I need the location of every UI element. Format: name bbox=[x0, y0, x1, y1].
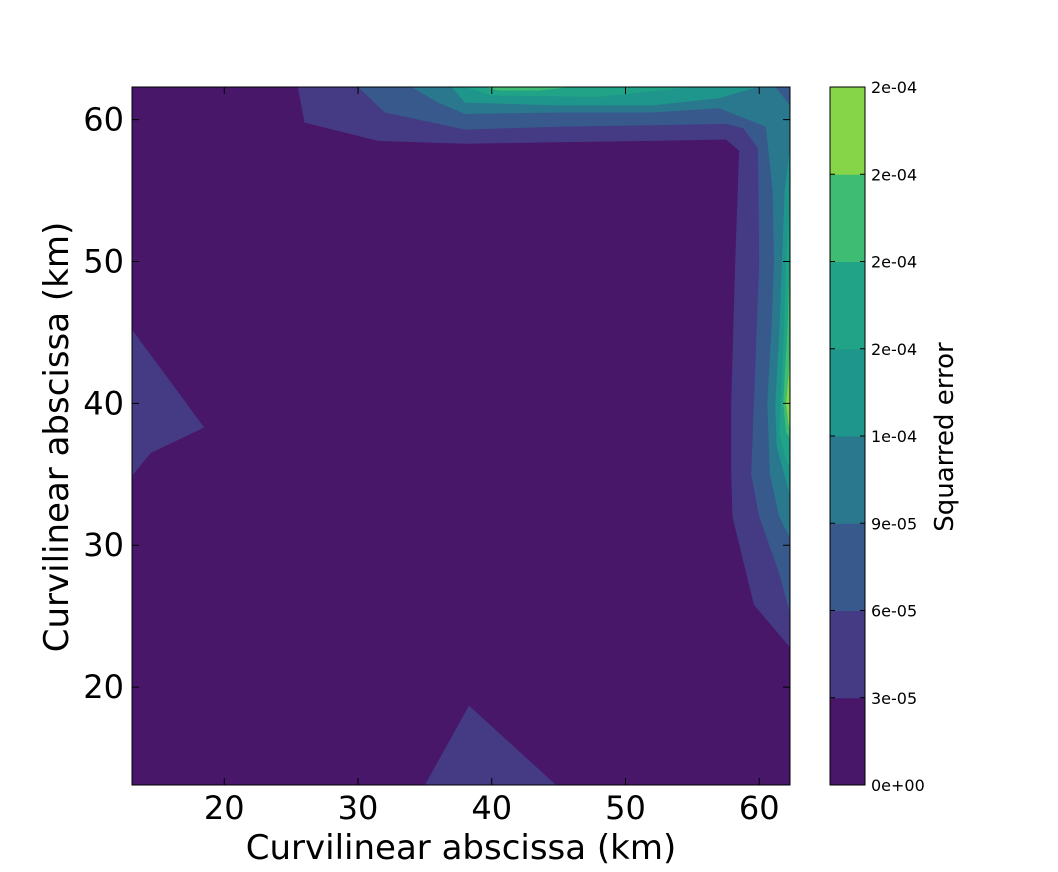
colorbar: 0e+00 3e-05 6e-05 9e-05 1e-04 2e-04 2e-04 2e-04… bbox=[829, 78, 960, 795]
y-tick-label: 50 bbox=[83, 243, 124, 281]
colorbar-tick-label: 1e-04 bbox=[871, 427, 917, 446]
contour-region-level-2 bbox=[775, 87, 790, 106]
colorbar-tick-label: 9e-05 bbox=[871, 514, 917, 533]
colorbar-ticks: 0e+00 3e-05 6e-05 9e-05 1e-04 2e-04 2e-04 2e-04… bbox=[830, 78, 925, 795]
contour-region-level-1 bbox=[297, 87, 790, 648]
x-tick-label: 30 bbox=[338, 789, 379, 827]
colorbar-tick-label: 0e+00 bbox=[871, 776, 925, 795]
colorbar-title: Squarred error bbox=[930, 342, 960, 532]
y-tick-label: 30 bbox=[83, 526, 124, 564]
colorbar-tick-label: 2e-04 bbox=[871, 340, 917, 359]
colorbar-band bbox=[830, 697, 865, 786]
x-tick-label: 40 bbox=[471, 789, 512, 827]
contour-region-level-1 bbox=[424, 705, 556, 785]
plot-frame bbox=[131, 86, 791, 786]
colorbar-tick-label: 3e-05 bbox=[871, 689, 917, 708]
contour-region-level-6 bbox=[485, 87, 572, 91]
contour-region-level-7 bbox=[786, 343, 790, 429]
y-tick-label: 40 bbox=[83, 384, 124, 422]
plot-background bbox=[132, 87, 790, 785]
colorbar-band bbox=[830, 610, 865, 699]
x-tick-label: 20 bbox=[204, 789, 245, 827]
colorbar-tick-label: 2e-04 bbox=[871, 78, 917, 97]
colorbar-band bbox=[830, 87, 865, 175]
y-axis-ticks: 20 30 40 50 60 bbox=[83, 101, 790, 706]
colorbar-tick-label: 2e-04 bbox=[871, 253, 917, 272]
y-tick-label: 20 bbox=[83, 668, 124, 706]
x-axis-title: Curvilinear abscissa (km) bbox=[246, 828, 677, 868]
colorbar-band bbox=[830, 261, 865, 350]
contour-plot: 20 30 40 50 60 20 30 40 50 60 bbox=[83, 86, 791, 827]
x-tick-label: 50 bbox=[605, 789, 646, 827]
colorbar-tick-label: 6e-05 bbox=[871, 602, 917, 621]
colorbar-band bbox=[830, 348, 865, 437]
colorbar-tick-label: 2e-04 bbox=[871, 165, 917, 184]
x-tick-label: 60 bbox=[739, 789, 780, 827]
x-axis-ticks: 20 30 40 50 60 bbox=[204, 87, 780, 827]
y-tick-label: 60 bbox=[83, 101, 124, 139]
colorbar-band bbox=[830, 436, 865, 524]
colorbar-band bbox=[830, 174, 865, 262]
y-axis-title: Curvilinear abscissa (km) bbox=[37, 222, 77, 653]
colorbar-band bbox=[830, 523, 865, 611]
contour-region-level-1 bbox=[132, 329, 205, 476]
